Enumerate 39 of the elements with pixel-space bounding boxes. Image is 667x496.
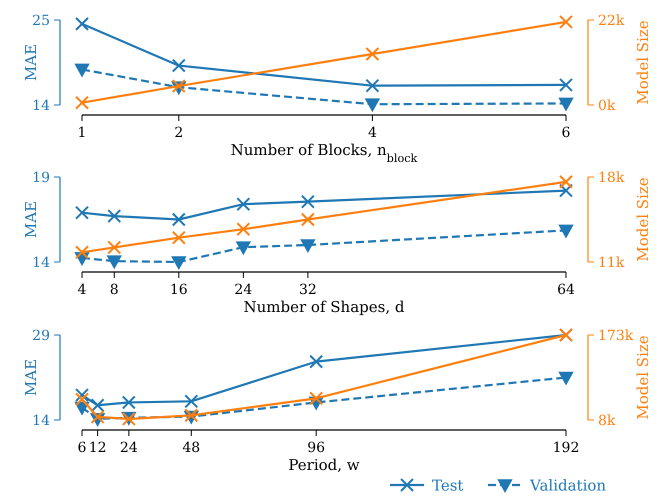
x-tick-label: 12 (88, 440, 107, 456)
x-tick-label: 96 (307, 440, 326, 456)
x-tick-label: 24 (234, 282, 252, 298)
x-tick-label: 6 (562, 125, 571, 141)
y2-tick-label: 8k (598, 412, 616, 429)
x-tick-label: 4 (368, 125, 377, 141)
x-tick-label: 16 (170, 282, 188, 298)
x-tick-label: 6 (78, 440, 87, 456)
x-axis-title: Period, w (288, 456, 360, 474)
x-tick-label: 192 (552, 440, 580, 456)
legend-label: Validation (529, 476, 606, 494)
x-tick-label: 24 (120, 440, 138, 456)
x-tick-label: 4 (78, 282, 87, 298)
y2-axis-title: Model Size (634, 335, 652, 420)
y2-tick-label: 18k (598, 170, 625, 186)
y-tick-label: 29 (32, 328, 50, 344)
y2-tick-label: 22k (598, 12, 625, 29)
legend-label: Test (432, 476, 464, 494)
x-tick-label: 32 (298, 282, 317, 298)
x-tick-label: 8 (110, 282, 119, 298)
y-axis-title: MAE (22, 44, 40, 82)
y2-axis-title: Model Size (634, 177, 652, 262)
x-tick-label: 64 (557, 282, 575, 298)
x-tick-label: 1 (78, 125, 86, 141)
y-tick-label: 14 (32, 412, 50, 429)
y2-tick-label: 11k (598, 254, 625, 271)
y-tick-label: 14 (32, 254, 50, 271)
y2-tick-label: 173k (598, 328, 634, 344)
y-axis-title: MAE (22, 200, 40, 238)
x-tick-label: 48 (182, 440, 200, 456)
x-axis-title: Number of Blocks, n$_{block}$ (230, 141, 418, 164)
x-axis-title: Number of Shapes, d (244, 298, 405, 316)
y-tick-label: 19 (32, 170, 50, 186)
y2-tick-label: 0k (598, 98, 616, 114)
y2-axis-title: Model Size (634, 20, 652, 105)
x-tick-label: 2 (174, 125, 184, 141)
y-tick-label: 25 (32, 12, 50, 29)
y-tick-label: 14 (32, 98, 50, 114)
y-axis-title: MAE (22, 358, 40, 396)
